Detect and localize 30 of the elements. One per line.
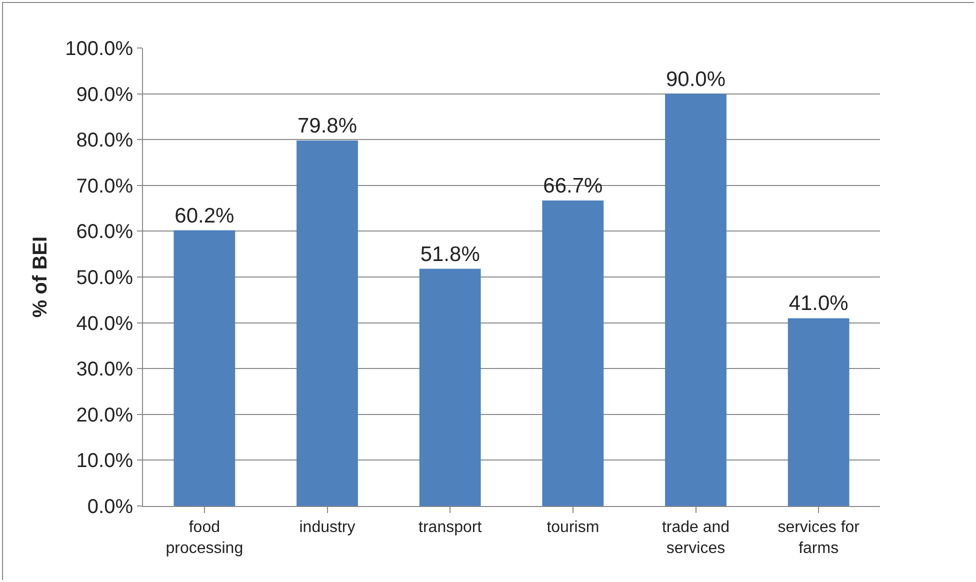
y-tick-label: 30.0% bbox=[76, 358, 134, 381]
bar bbox=[788, 318, 850, 506]
data-label: 41.0% bbox=[788, 292, 848, 316]
y-tick-label: 50.0% bbox=[76, 267, 134, 289]
x-tick-label: tourism bbox=[546, 519, 600, 536]
data-label: 90.0% bbox=[666, 68, 726, 91]
bar bbox=[419, 268, 481, 506]
y-tick-label: 60.0% bbox=[76, 221, 134, 244]
bar bbox=[174, 230, 236, 506]
x-tick-label: trade and services bbox=[662, 519, 730, 557]
y-axis-title: % of BEI bbox=[30, 236, 52, 318]
x-tick-label: transport bbox=[418, 519, 482, 536]
data-label: 79.8% bbox=[297, 114, 358, 138]
data-label: 51.8% bbox=[420, 242, 480, 266]
y-tick-label: 40.0% bbox=[76, 312, 134, 335]
y-tick-label: 10.0% bbox=[76, 450, 134, 472]
y-tick-label: 90.0% bbox=[76, 84, 134, 106]
bar bbox=[542, 200, 604, 506]
y-tick-label: 100.0% bbox=[65, 38, 134, 60]
y-tick-label: 80.0% bbox=[76, 130, 134, 152]
bar bbox=[665, 94, 726, 506]
y-tick-label: 70.0% bbox=[76, 175, 134, 198]
y-tick-label: 20.0% bbox=[76, 404, 134, 426]
x-tick-label: industry bbox=[299, 519, 356, 536]
bar bbox=[296, 140, 358, 506]
data-label: 66.7% bbox=[543, 174, 603, 198]
data-label: 60.2% bbox=[174, 204, 234, 228]
y-tick-label: 0.0% bbox=[87, 496, 134, 518]
x-tick-label: food processing bbox=[166, 519, 244, 557]
x-tick-label: services for farms bbox=[778, 519, 860, 557]
